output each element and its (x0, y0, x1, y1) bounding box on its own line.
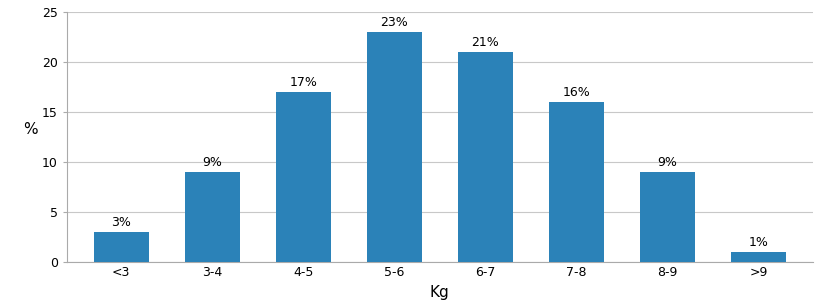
Text: 3%: 3% (111, 216, 131, 229)
X-axis label: Kg: Kg (429, 285, 449, 300)
Text: 9%: 9% (657, 156, 676, 169)
Bar (94, 232, 148, 262)
Bar (185, 172, 239, 262)
Text: 17%: 17% (289, 76, 317, 89)
Text: 23%: 23% (380, 16, 408, 29)
Bar (640, 172, 694, 262)
Text: 9%: 9% (202, 156, 222, 169)
Bar (458, 52, 512, 262)
Bar (367, 32, 421, 262)
Text: 16%: 16% (562, 86, 590, 99)
Text: 1%: 1% (748, 236, 767, 249)
Text: 21%: 21% (471, 36, 499, 49)
Bar (276, 92, 330, 262)
Bar (549, 102, 603, 262)
Y-axis label: %: % (23, 122, 38, 137)
Bar (731, 252, 785, 262)
